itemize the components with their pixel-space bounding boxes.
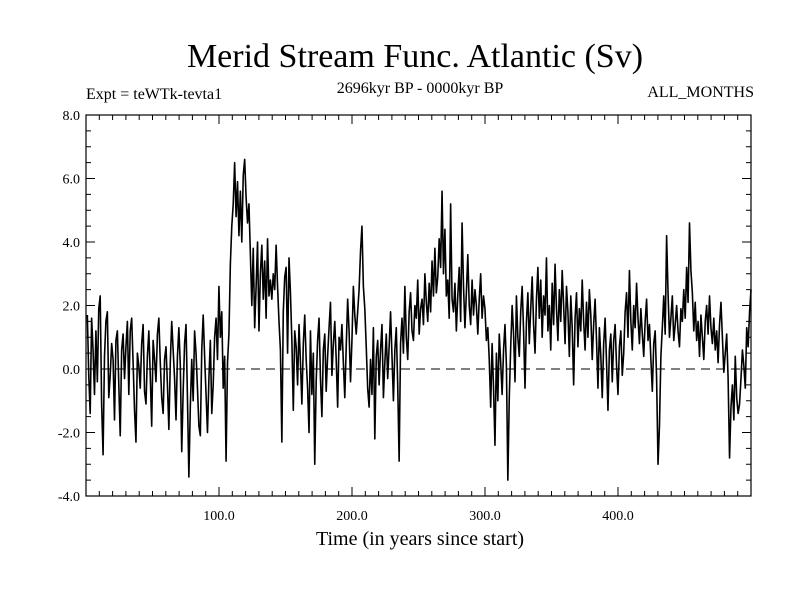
x-tick-label: 200.0 (336, 509, 368, 524)
y-tick-label: -4.0 (58, 490, 80, 505)
x-tick-label: 400.0 (602, 509, 634, 524)
y-axis: -4.0 -2.0 0.0 2.0 4.0 6.0 8.0 (58, 109, 751, 505)
y-tick-label: 2.0 (63, 300, 81, 315)
experiment-label: Expt = teWTk-tevta1 (86, 86, 223, 103)
months-label: ALL_MONTHS (647, 84, 754, 101)
y-tick-label: 4.0 (63, 236, 81, 251)
y-tick-label: -2.0 (58, 427, 80, 442)
x-axis: 100.0 200.0 300.0 400.0 (98, 115, 739, 524)
y-tick-label: 6.0 (63, 173, 81, 188)
x-tick-label: 100.0 (203, 509, 235, 524)
chart-title: Merid Stream Func. Atlantic (Sv) (186, 38, 644, 75)
time-range-label: 2696kyr BP - 0000kyr BP (336, 80, 504, 97)
series-line (86, 158, 752, 481)
x-axis-label: Time (in years since start) (315, 528, 525, 550)
x-tick-label: 300.0 (469, 509, 501, 524)
y-tick-label: 8.0 (63, 109, 81, 124)
y-tick-label: 0.0 (63, 363, 81, 378)
